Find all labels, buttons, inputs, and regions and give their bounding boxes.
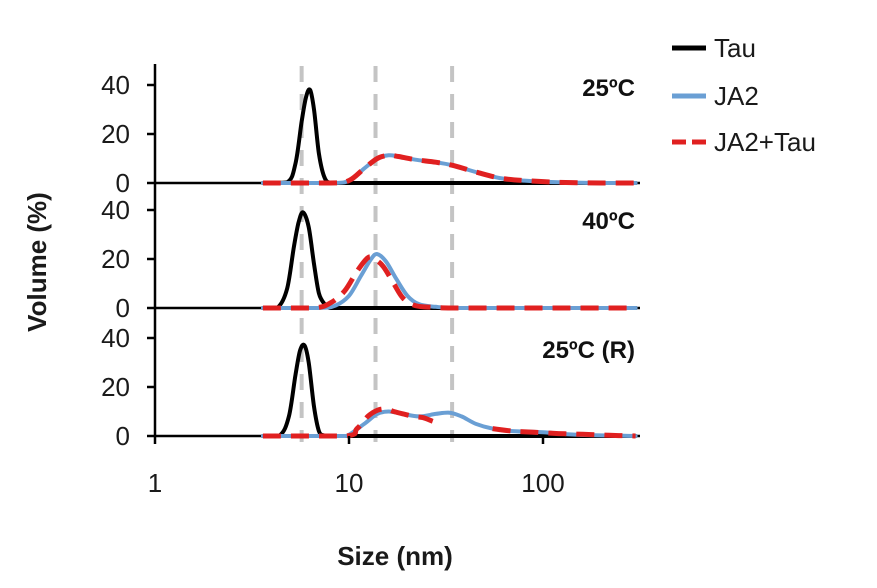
y-tick-label: 40 — [101, 323, 130, 353]
series-line-ja2-plus-tau — [492, 426, 636, 439]
panel-1: 0 20 40 25ºC — [101, 64, 640, 198]
y-tick-label: 40 — [101, 70, 130, 100]
y-tick-label: 20 — [101, 119, 130, 149]
legend-label: Tau — [714, 33, 756, 63]
y-tick-label: 20 — [101, 244, 130, 274]
panel-2: 0 20 40 40ºC — [101, 183, 640, 323]
panel-label: 25ºC (R) — [542, 337, 635, 364]
legend-label: JA2 — [714, 81, 759, 111]
y-tick-label: 0 — [116, 421, 130, 451]
x-tick-label: 10 — [335, 468, 364, 498]
legend-label: JA2+Tau — [714, 127, 816, 157]
series-line-tau — [260, 342, 638, 439]
series-line-ja2-plus-tau — [262, 254, 636, 311]
panel-label: 40ºC — [582, 208, 635, 235]
series-line-ja2-plus-tau — [262, 406, 434, 439]
x-tick-label: 100 — [521, 468, 564, 498]
legend: Tau JA2 JA2+Tau — [672, 33, 816, 157]
series-line-tau — [260, 210, 638, 311]
y-tick-label: 0 — [116, 293, 130, 323]
y-tick-label: 20 — [101, 372, 130, 402]
panel-3: 0 20 40 25ºC (R) — [101, 308, 640, 451]
y-tick-label: 40 — [101, 195, 130, 225]
panel-label: 25ºC — [582, 75, 635, 102]
series-line-ja2-plus-tau — [262, 152, 636, 186]
y-axis-title: Volume (%) — [22, 192, 52, 332]
x-tick-label: 1 — [148, 468, 162, 498]
chart-panels: 0 20 40 25ºC 0 20 40 40ºC 0 20 40 25ºC (R) — [101, 64, 640, 451]
series-line-ja2 — [260, 252, 638, 311]
x-axis: 1 10 100 — [148, 436, 565, 498]
series-line-tau — [260, 87, 638, 186]
x-axis-title: Size (nm) — [337, 541, 453, 571]
y-tick-label: 0 — [116, 168, 130, 198]
